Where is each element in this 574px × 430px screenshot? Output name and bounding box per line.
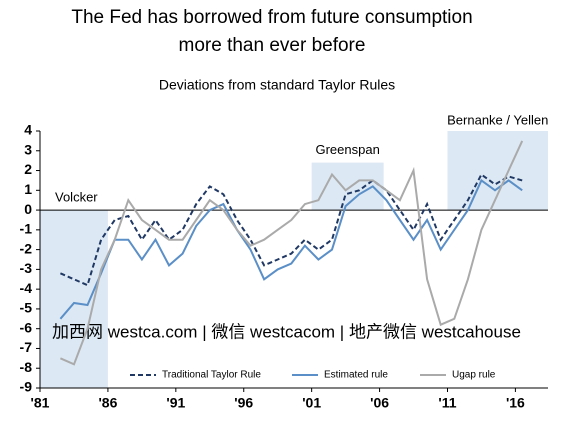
y-tick-label: -4	[20, 280, 33, 296]
y-tick-label: 0	[24, 201, 32, 217]
y-tick-label: 2	[24, 161, 32, 177]
x-tick-label: '16	[506, 395, 525, 411]
shaded-region	[40, 210, 108, 388]
y-tick-label: -3	[20, 260, 33, 276]
y-tick-label: -8	[20, 359, 33, 375]
y-tick-label: 3	[24, 141, 32, 157]
y-tick-label: -6	[20, 319, 33, 335]
series-line	[59, 140, 524, 366]
x-tick-label: '06	[370, 395, 389, 411]
watermark: 加西网 westca.com | 微信 westcacom | 地产微信 wes…	[52, 322, 521, 341]
y-tick-label: -9	[20, 379, 33, 395]
x-tick-label: '91	[166, 395, 185, 411]
series-line	[59, 173, 523, 287]
y-tick-label: 4	[24, 122, 32, 138]
region-label: Bernanke / Yellen	[447, 112, 548, 127]
x-tick-label: '96	[234, 395, 253, 411]
y-tick-label: -5	[20, 300, 33, 316]
region-label: Volcker	[55, 190, 98, 205]
y-tick-label: -7	[20, 339, 33, 355]
x-tick-label: '01	[302, 395, 321, 411]
x-tick-label: '81	[31, 395, 50, 411]
y-tick-label: -2	[20, 240, 33, 256]
region-label: Greenspan	[315, 142, 379, 157]
shaded-region	[447, 131, 548, 211]
series-line	[59, 178, 523, 320]
chart-title: more than ever before	[179, 35, 366, 56]
legend-label: Estimated rule	[324, 370, 388, 381]
y-tick-label: 1	[24, 181, 32, 197]
x-tick-label: '11	[438, 395, 456, 411]
legend-label: Traditional Taylor Rule	[162, 370, 261, 381]
x-tick-label: '86	[98, 395, 117, 411]
y-tick-label: -1	[20, 221, 33, 237]
legend-label: Ugap rule	[452, 370, 496, 381]
chart-title: The Fed has borrowed from future consump…	[71, 7, 472, 28]
chart-subtitle: Deviations from standard Taylor Rules	[159, 77, 395, 93]
